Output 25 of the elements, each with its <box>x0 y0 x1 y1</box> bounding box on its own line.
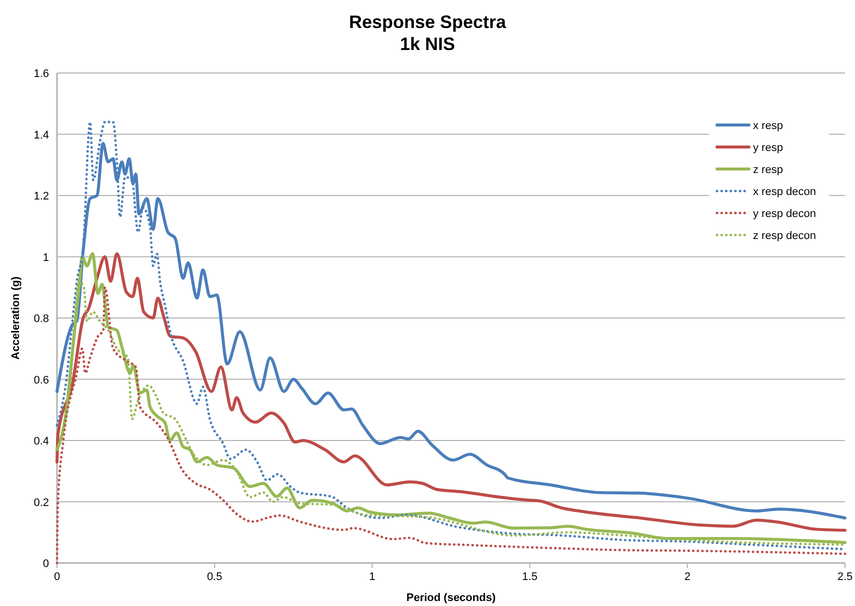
y-tick-label: 0.2 <box>34 496 49 509</box>
y-tick-label: 1.6 <box>34 68 49 80</box>
x-tick-label: 2 <box>684 571 690 583</box>
x-tick-label: 0.5 <box>206 571 222 583</box>
y-tick-label: 0.8 <box>34 313 49 325</box>
x-axis-title: Period (seconds) <box>406 592 496 604</box>
y-tick-label: 0.6 <box>34 374 49 386</box>
chart-title: Response Spectra <box>348 12 508 32</box>
legend-label: y resp decon <box>753 208 816 220</box>
x-tick-label: 1.5 <box>522 571 538 583</box>
x-tick-label: 1 <box>369 571 376 583</box>
y-axis-title: Acceleration (g) <box>10 276 22 360</box>
y-tick-label: 1.2 <box>34 190 49 202</box>
chart-subtitle: 1k NIS <box>400 34 456 54</box>
legend-label: y resp <box>753 142 783 154</box>
legend-label: z resp decon <box>753 230 816 242</box>
y-tick-label: 0.4 <box>34 436 49 448</box>
legend-label: z resp <box>753 164 783 176</box>
y-tick-label: 0 <box>42 558 49 570</box>
x-tick-label: 0 <box>54 571 60 583</box>
x-tick-label: 2.5 <box>837 571 853 583</box>
y-tick-label: 1 <box>42 252 49 264</box>
legend-label: x resp <box>753 120 783 132</box>
legend-label: x resp decon <box>753 186 816 198</box>
y-tick-label: 1.4 <box>34 129 49 142</box>
